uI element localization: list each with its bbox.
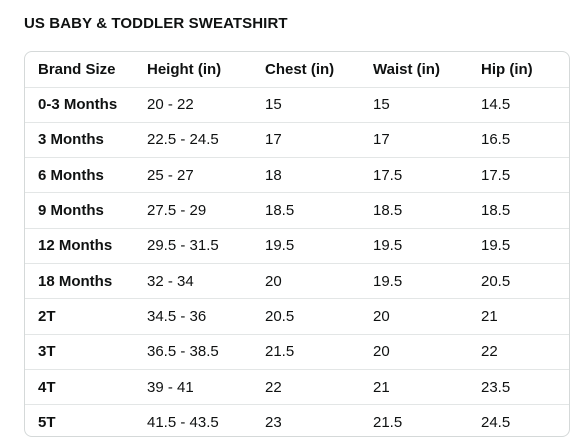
cell-brand-size: 6 Months bbox=[25, 157, 147, 193]
cell-chest: 17 bbox=[265, 121, 373, 158]
cell-height: 22.5 - 24.5 bbox=[147, 121, 265, 158]
table-row: 3 Months 22.5 - 24.5 17 17 16.5 bbox=[25, 121, 569, 158]
cell-brand-size: 2T bbox=[25, 298, 147, 335]
cell-chest: 19.5 bbox=[265, 227, 373, 264]
table-row: 5T 41.5 - 43.5 23 21.5 24.5 bbox=[25, 404, 569, 436]
cell-hip: 19.5 bbox=[481, 227, 569, 264]
cell-waist: 21.5 bbox=[373, 404, 481, 436]
cell-chest: 21.5 bbox=[265, 333, 373, 370]
cell-brand-size: 4T bbox=[25, 368, 147, 405]
header-height: Height (in) bbox=[147, 60, 222, 78]
cell-hip: 16.5 bbox=[481, 121, 569, 158]
table-row: 3T 36.5 - 38.5 21.5 20 22 bbox=[25, 333, 569, 370]
header-chest: Chest (in) bbox=[265, 60, 335, 78]
cell-height: 29.5 - 31.5 bbox=[147, 227, 265, 264]
cell-hip: 23.5 bbox=[481, 368, 569, 405]
table-row: 18 Months 32 - 34 20 19.5 20.5 bbox=[25, 262, 569, 299]
cell-chest: 20 bbox=[265, 262, 373, 299]
cell-height: 36.5 - 38.5 bbox=[147, 333, 265, 370]
cell-chest: 22 bbox=[265, 368, 373, 405]
cell-waist: 15 bbox=[373, 86, 481, 123]
cell-waist: 19.5 bbox=[373, 262, 481, 299]
cell-hip: 20.5 bbox=[481, 262, 569, 299]
chart-title: US BABY & TODDLER SWEATSHIRT bbox=[24, 15, 288, 32]
cell-hip: 24.5 bbox=[481, 404, 569, 436]
cell-height: 34.5 - 36 bbox=[147, 298, 265, 335]
cell-waist: 20 bbox=[373, 333, 481, 370]
table-row: 4T 39 - 41 22 21 23.5 bbox=[25, 368, 569, 405]
cell-chest: 20.5 bbox=[265, 298, 373, 335]
cell-waist: 17.5 bbox=[373, 157, 481, 193]
cell-brand-size: 0-3 Months bbox=[25, 86, 147, 123]
cell-height: 27.5 - 29 bbox=[147, 192, 265, 229]
size-chart-table: Brand Size Height (in) Chest (in) Waist … bbox=[24, 51, 570, 437]
cell-brand-size: 3T bbox=[25, 333, 147, 370]
cell-height: 41.5 - 43.5 bbox=[147, 404, 265, 436]
cell-waist: 20 bbox=[373, 298, 481, 335]
cell-brand-size: 18 Months bbox=[25, 262, 147, 299]
cell-height: 32 - 34 bbox=[147, 262, 265, 299]
cell-hip: 21 bbox=[481, 298, 569, 335]
cell-hip: 18.5 bbox=[481, 192, 569, 229]
cell-chest: 18.5 bbox=[265, 192, 373, 229]
cell-waist: 17 bbox=[373, 121, 481, 158]
cell-brand-size: 9 Months bbox=[25, 192, 147, 229]
cell-chest: 18 bbox=[265, 157, 373, 193]
header-brand-size: Brand Size bbox=[38, 60, 116, 78]
cell-waist: 21 bbox=[373, 368, 481, 405]
cell-height: 20 - 22 bbox=[147, 86, 265, 123]
cell-brand-size: 3 Months bbox=[25, 121, 147, 158]
table-row: 12 Months 29.5 - 31.5 19.5 19.5 19.5 bbox=[25, 227, 569, 264]
cell-hip: 14.5 bbox=[481, 86, 569, 123]
cell-height: 25 - 27 bbox=[147, 157, 265, 193]
header-hip: Hip (in) bbox=[481, 60, 533, 78]
table-row: 6 Months 25 - 27 18 17.5 17.5 bbox=[25, 157, 569, 193]
cell-brand-size: 5T bbox=[25, 404, 147, 436]
table-row: 2T 34.5 - 36 20.5 20 21 bbox=[25, 298, 569, 335]
cell-brand-size: 12 Months bbox=[25, 227, 147, 264]
table-header-row: Brand Size Height (in) Chest (in) Waist … bbox=[25, 52, 569, 87]
cell-hip: 17.5 bbox=[481, 157, 569, 193]
cell-height: 39 - 41 bbox=[147, 368, 265, 405]
table-row: 9 Months 27.5 - 29 18.5 18.5 18.5 bbox=[25, 192, 569, 229]
cell-hip: 22 bbox=[481, 333, 569, 370]
cell-chest: 23 bbox=[265, 404, 373, 436]
cell-chest: 15 bbox=[265, 86, 373, 123]
table-row: 0-3 Months 20 - 22 15 15 14.5 bbox=[25, 86, 569, 123]
cell-waist: 19.5 bbox=[373, 227, 481, 264]
cell-waist: 18.5 bbox=[373, 192, 481, 229]
header-waist: Waist (in) bbox=[373, 60, 440, 78]
